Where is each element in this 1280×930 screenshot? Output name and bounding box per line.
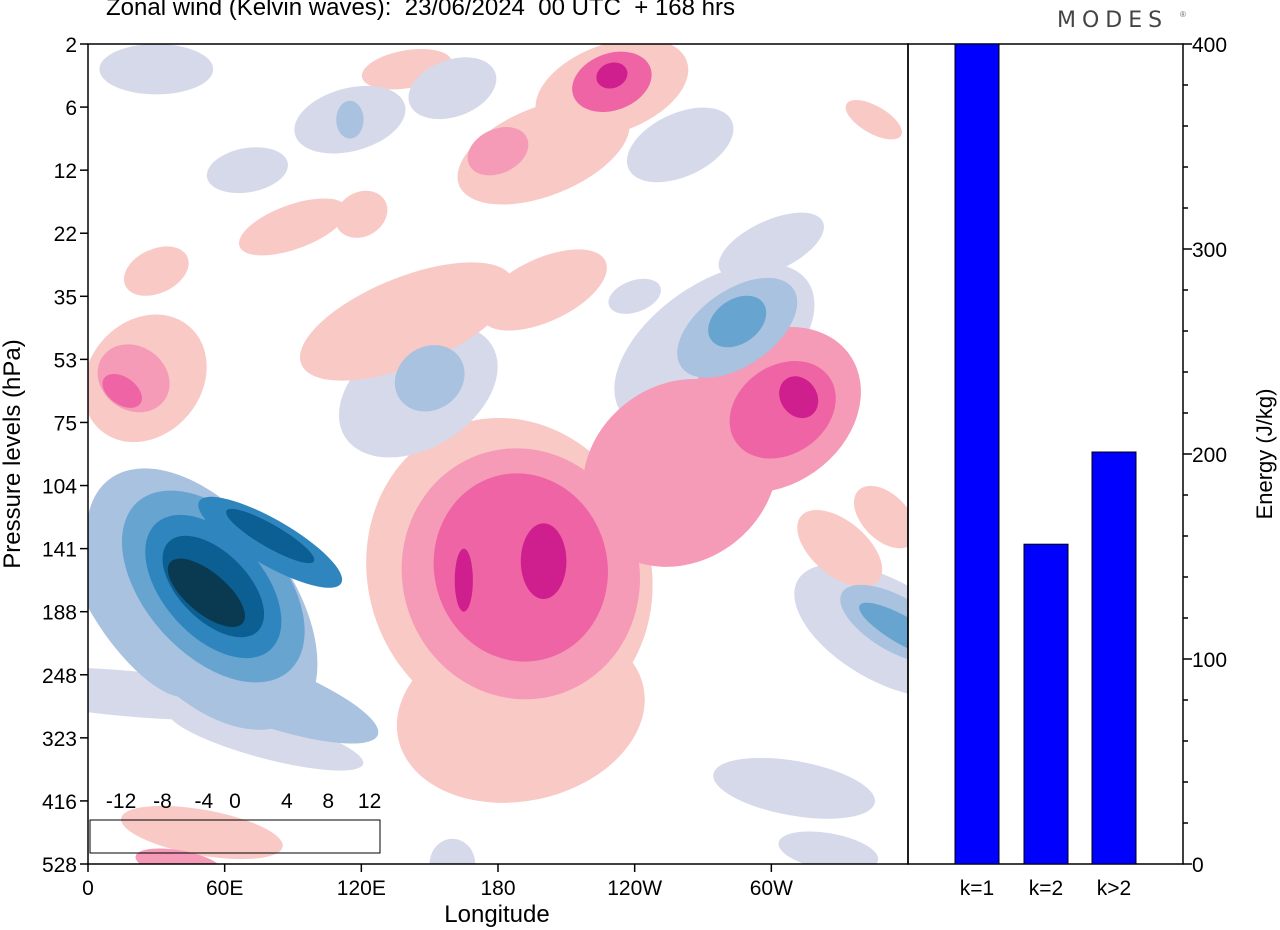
wind-contour-pos-29 xyxy=(845,99,902,140)
wind-contour-neg-40 xyxy=(336,100,364,139)
wind-contour-pos-8 xyxy=(480,249,607,331)
y-tick-label: 35 xyxy=(54,286,77,309)
wind-contour-pos-24 xyxy=(853,485,908,549)
energy-bar-label: k>2 xyxy=(1097,877,1131,900)
y-tick-label: 248 xyxy=(42,665,77,688)
colorbar-label: 0 xyxy=(229,790,241,813)
colorbar-frame xyxy=(89,819,381,854)
wind-contour-neg-20 xyxy=(206,147,288,194)
energy-axis-label: Energy (J/kg) xyxy=(1252,389,1277,520)
energy-tick-label: 0 xyxy=(1192,854,1204,877)
wind-contour-neg-19 xyxy=(718,212,824,279)
y-tick-label: 22 xyxy=(54,223,77,246)
y-tick-label: 12 xyxy=(54,160,77,183)
y-tick-label: 416 xyxy=(42,791,77,814)
brand-registered-mark: ® xyxy=(1180,10,1186,19)
energy-bars: k=1 k=2 k>2 xyxy=(954,43,1137,900)
energy-tick-label: 200 xyxy=(1192,444,1227,467)
colorbar-label: 8 xyxy=(322,790,334,813)
x-tick-label: 60W xyxy=(750,877,793,900)
energy-tick-label: 300 xyxy=(1192,239,1227,262)
wind-contour-neg-32 xyxy=(88,526,199,697)
energy-bar-label: k=2 xyxy=(1029,877,1063,900)
y-tick-label: 53 xyxy=(54,349,77,372)
energy-tick-label: 100 xyxy=(1192,649,1227,672)
y-tick-label: 2 xyxy=(65,34,77,57)
wind-contour-neg-57 xyxy=(226,508,315,564)
colorbar: -12 -8 -4 0 4 8 12 xyxy=(89,790,381,854)
wind-contour-pos-48 xyxy=(102,373,142,408)
y-axis-label: Pressure levels (hPa) xyxy=(0,339,26,568)
energy-axes: 0 100 200 300 400 Energy (J/kg) xyxy=(1183,34,1277,877)
y-tick-label: 75 xyxy=(54,412,77,435)
wind-contour-pos-39 xyxy=(467,127,529,176)
colorbar-label: 4 xyxy=(281,790,293,813)
colorbar-label: -12 xyxy=(106,790,136,813)
x-tick-label: 120E xyxy=(337,877,386,900)
wind-contour-pos-12 xyxy=(335,190,388,238)
y-tick-label: 188 xyxy=(42,602,77,625)
colorbar-label: 12 xyxy=(358,790,381,813)
wind-contour-neg-17 xyxy=(99,44,214,95)
wind-contour-pos-23 xyxy=(797,509,883,588)
wind-contour-neg-0 xyxy=(168,705,364,771)
wind-contour-pos-53 xyxy=(779,376,819,419)
energy-bar-2 xyxy=(1023,543,1069,865)
wind-contour-neg-46 xyxy=(708,295,767,348)
wind-contour-pos-55 xyxy=(520,523,567,599)
wind-contour-neg-16 xyxy=(408,57,497,120)
wind-contour-neg-26 xyxy=(778,831,879,864)
wind-contour-pos-11 xyxy=(238,198,348,256)
y-tick-label: 141 xyxy=(42,539,77,562)
chart-title: Zonal wind (Kelvin waves): 23/06/2024 00… xyxy=(106,0,735,21)
wind-field xyxy=(88,44,908,864)
y-tick-label: 528 xyxy=(42,854,77,877)
wind-contour-pos-44 xyxy=(433,473,608,662)
x-axis-label: Longitude xyxy=(444,901,549,928)
wind-contour-neg-49 xyxy=(859,602,908,659)
energy-bar-1 xyxy=(954,43,1000,865)
y-tick-label: 104 xyxy=(42,476,77,499)
wind-contour-pos-54 xyxy=(596,62,628,89)
wind-contour-pos-52 xyxy=(454,548,473,612)
brand-logo: MODES xyxy=(1057,8,1169,33)
wind-contour-neg-21 xyxy=(608,278,661,314)
energy-bar-3 xyxy=(1091,451,1137,865)
wind-contour-pos-13 xyxy=(123,246,189,296)
wind-contour-neg-37 xyxy=(394,345,465,412)
energy-tick-label: 400 xyxy=(1192,34,1227,57)
colorbar-label: -4 xyxy=(195,790,214,813)
colorbar-label: -8 xyxy=(153,790,172,813)
x-tick-label: 0 xyxy=(82,877,94,900)
x-tick-label: 60E xyxy=(206,877,243,900)
energy-bar-label: k=1 xyxy=(960,877,994,900)
y-tick-label: 6 xyxy=(65,97,77,120)
wind-contour-pos-7 xyxy=(300,262,514,381)
x-tick-label: 180 xyxy=(480,877,515,900)
x-tick-label: 120W xyxy=(607,877,662,900)
y-tick-label: 323 xyxy=(42,728,77,751)
wind-contour-neg-58 xyxy=(167,558,245,628)
wind-contour-neg-18 xyxy=(626,107,734,183)
wind-contour-pos-27 xyxy=(121,805,283,860)
wind-contour-neg-28 xyxy=(429,838,476,864)
wind-contour-neg-25 xyxy=(713,757,875,819)
